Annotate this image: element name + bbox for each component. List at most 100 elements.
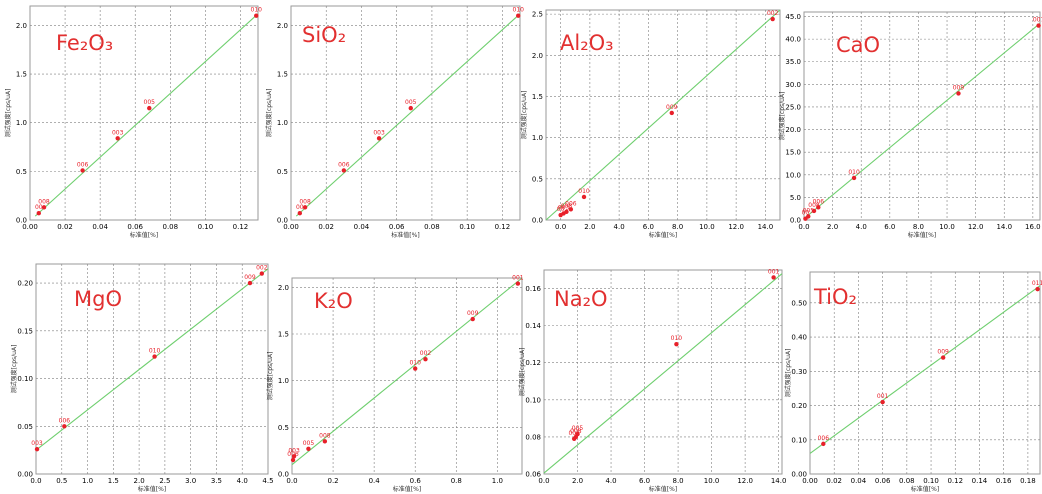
- y-tick-label: 0.20: [17, 280, 33, 288]
- point-label: 00: [35, 204, 43, 211]
- x-tick-label: 0.0: [538, 477, 549, 485]
- standard-point: [575, 431, 580, 437]
- y-tick-label: 0.08: [525, 433, 541, 441]
- y-tick-label: 0.10: [525, 396, 541, 404]
- standard-point: [41, 205, 47, 210]
- y-tick-label: 0.50: [791, 299, 807, 307]
- point-label: 010: [848, 169, 860, 176]
- point-label: 008: [570, 428, 582, 435]
- plot-area: [29, 5, 259, 221]
- point-label: 005: [405, 99, 417, 106]
- point-label: 011: [1032, 280, 1042, 287]
- x-tick-label: 6.0: [884, 223, 895, 231]
- standard-point: [306, 446, 311, 451]
- standard-point: [376, 136, 382, 141]
- y-tick-label: 0.16: [525, 285, 541, 293]
- point-label: 009: [244, 274, 256, 281]
- y-tick-label: 1.5: [16, 71, 27, 79]
- x-tick-label: 4.0: [856, 223, 867, 231]
- x-axis-label: 标准值[%]: [393, 485, 421, 493]
- y-axis-label: 测试强度[cps/uA]: [4, 89, 12, 138]
- standard-point: [413, 366, 418, 371]
- calibration-fit-line: [543, 273, 783, 474]
- y-tick-label: 0.0: [532, 217, 543, 225]
- x-tick-label: 1.0: [492, 477, 503, 485]
- x-tick-label: 0.02: [318, 223, 334, 231]
- x-tick-label: 0.00: [802, 477, 818, 485]
- point-label: 003: [288, 447, 300, 454]
- point-label: 005: [303, 440, 315, 447]
- standard-point: [581, 194, 587, 200]
- point-label: 008: [808, 202, 820, 209]
- standard-point: [821, 441, 826, 447]
- calibration-fit-line: [291, 277, 523, 466]
- standard-point: [806, 214, 811, 219]
- y-tick-label: 35.0: [785, 58, 801, 66]
- y-tick-label: 2.0: [16, 22, 27, 30]
- y-axis-label: 测试强度[cps/uA]: [265, 89, 273, 138]
- y-axis-label: 测试强度[cps/uA]: [10, 345, 18, 394]
- x-tick-label: 0.06: [389, 223, 405, 231]
- standard-point: [816, 205, 821, 210]
- x-tick-label: 0.10: [198, 223, 214, 231]
- chart-title: Al₂O₃: [560, 31, 614, 55]
- x-tick-label: 2.5: [159, 477, 170, 485]
- x-tick-label: 12.0: [728, 223, 744, 231]
- y-tick-label: 10.0: [785, 171, 801, 179]
- standard-point: [408, 105, 413, 111]
- x-tick-label: 0.5: [56, 477, 67, 485]
- standard-point: [771, 275, 776, 280]
- y-tick-label: 0.06: [525, 471, 541, 479]
- x-tick-label: 0.0: [286, 477, 297, 485]
- y-tick-label: 2.5: [532, 11, 543, 19]
- x-tick-label: 2.0: [134, 477, 145, 485]
- point-label: 001: [512, 275, 524, 282]
- standard-point: [568, 207, 574, 212]
- calibration-fit-line: [295, 13, 521, 217]
- y-tick-label: 0.0: [277, 217, 288, 225]
- point-label: 001: [768, 268, 780, 275]
- x-tick-label: 0.12: [947, 477, 963, 485]
- point-label: 010: [409, 360, 421, 367]
- standard-point: [1035, 286, 1040, 292]
- standard-point: [341, 168, 347, 173]
- x-tick-label: 0.2: [328, 477, 339, 485]
- point-label: 008: [299, 198, 311, 205]
- x-axis-label: 标准值[%]: [908, 231, 936, 239]
- y-tick-label: 0.00: [791, 471, 807, 479]
- x-axis-label: 标准值[%]: [649, 485, 677, 493]
- standard-point: [851, 175, 857, 181]
- x-tick-label: 8.0: [913, 223, 924, 231]
- y-tick-label: 20.0: [785, 126, 801, 134]
- standard-point: [115, 136, 120, 141]
- calibration-chart-na2o: 0.0 2.0 4.0 6.0 8.0 10.0 12.0 14.0 0.06 0.08 0.10 0…: [518, 268, 786, 493]
- standard-point: [80, 168, 85, 173]
- standard-point: [34, 446, 40, 452]
- point-label: 006: [813, 198, 825, 205]
- x-tick-label: 1.0: [82, 477, 93, 485]
- x-tick-label: 0.12: [233, 223, 249, 231]
- x-tick-label: 0.18: [1020, 477, 1036, 485]
- x-tick-label: 0.10: [923, 477, 939, 485]
- x-tick-label: 14.0: [996, 223, 1012, 231]
- y-tick-label: 2.0: [278, 284, 289, 292]
- point-label: 002: [767, 10, 779, 17]
- standard-point: [940, 355, 946, 360]
- standard-point: [516, 13, 521, 18]
- point-label: 010: [513, 7, 525, 14]
- calibration-fit-line: [545, 9, 781, 221]
- standard-point: [254, 13, 259, 18]
- x-tick-label: 10.0: [699, 223, 715, 231]
- calibration-chart-k2o: 0.0 0.2 0.4 0.6 0.8 1.0 0.0 0.5 1.0 1.5 2.0 标准值[%] 测…: [266, 275, 524, 493]
- x-tick-label: 0.10: [459, 223, 475, 231]
- point-label: 005: [144, 99, 156, 106]
- x-tick-label: 0.8: [451, 477, 462, 485]
- standard-point: [470, 316, 475, 322]
- calibration-chart-mgo: 0.0 0.5 1.0 1.5 2.0 2.5 3.0 3.5 4.0 4.5 0.00 0.05 0.…: [10, 263, 274, 493]
- point-label: 005: [572, 425, 584, 432]
- x-axis-label: 标准值[%]: [649, 231, 677, 239]
- x-tick-label: 4.5: [262, 477, 273, 485]
- x-tick-label: 0.06: [127, 223, 143, 231]
- point-label: 010: [251, 7, 263, 14]
- point-label: 003: [112, 129, 124, 136]
